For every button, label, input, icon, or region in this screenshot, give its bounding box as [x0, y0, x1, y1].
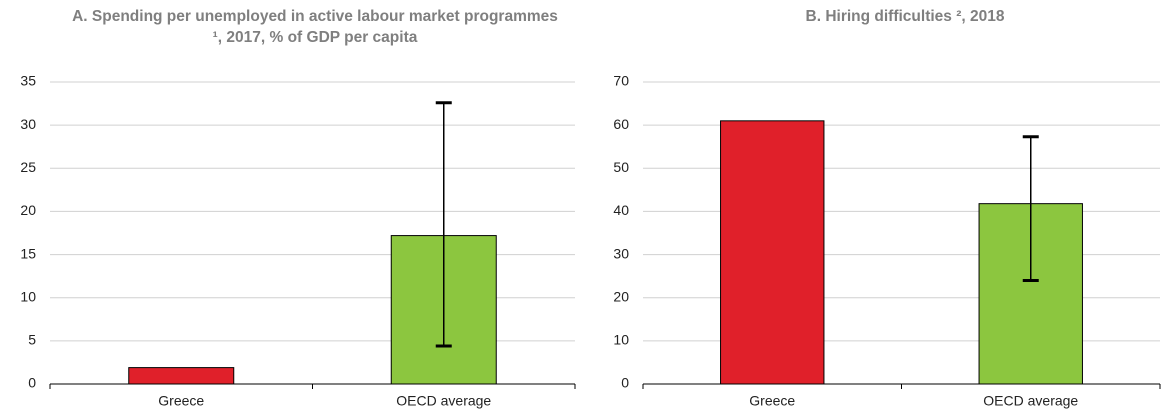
x-tick-label: Greece — [158, 393, 204, 409]
y-tick-label: 15 — [20, 245, 36, 261]
y-tick-label: 0 — [621, 375, 629, 391]
y-tick-label: 40 — [613, 202, 629, 218]
y-tick-label: 0 — [28, 375, 36, 391]
bar — [128, 367, 235, 385]
y-tick-label: 35 — [20, 73, 36, 89]
chart-title: B. Hiring difficulties ², 2018 — [805, 8, 1005, 25]
y-tick-label: 20 — [613, 288, 629, 304]
y-tick-label: 25 — [20, 159, 36, 175]
y-tick-label: 50 — [613, 159, 629, 175]
y-tick-label: 60 — [613, 116, 629, 132]
y-tick-label: 30 — [613, 245, 629, 261]
x-tick-label: OECD average — [983, 393, 1078, 409]
y-tick-label: 10 — [20, 288, 36, 304]
y-tick-label: 30 — [20, 116, 36, 132]
bar — [720, 120, 825, 385]
y-tick-label: 5 — [28, 332, 36, 348]
y-tick-label: 20 — [20, 202, 36, 218]
x-tick-label: OECD average — [396, 393, 491, 409]
chart-title: A. Spending per unemployed in active lab… — [72, 8, 558, 46]
x-tick-label: Greece — [749, 393, 795, 409]
y-tick-label: 10 — [613, 332, 629, 348]
y-tick-label: 70 — [613, 73, 629, 89]
